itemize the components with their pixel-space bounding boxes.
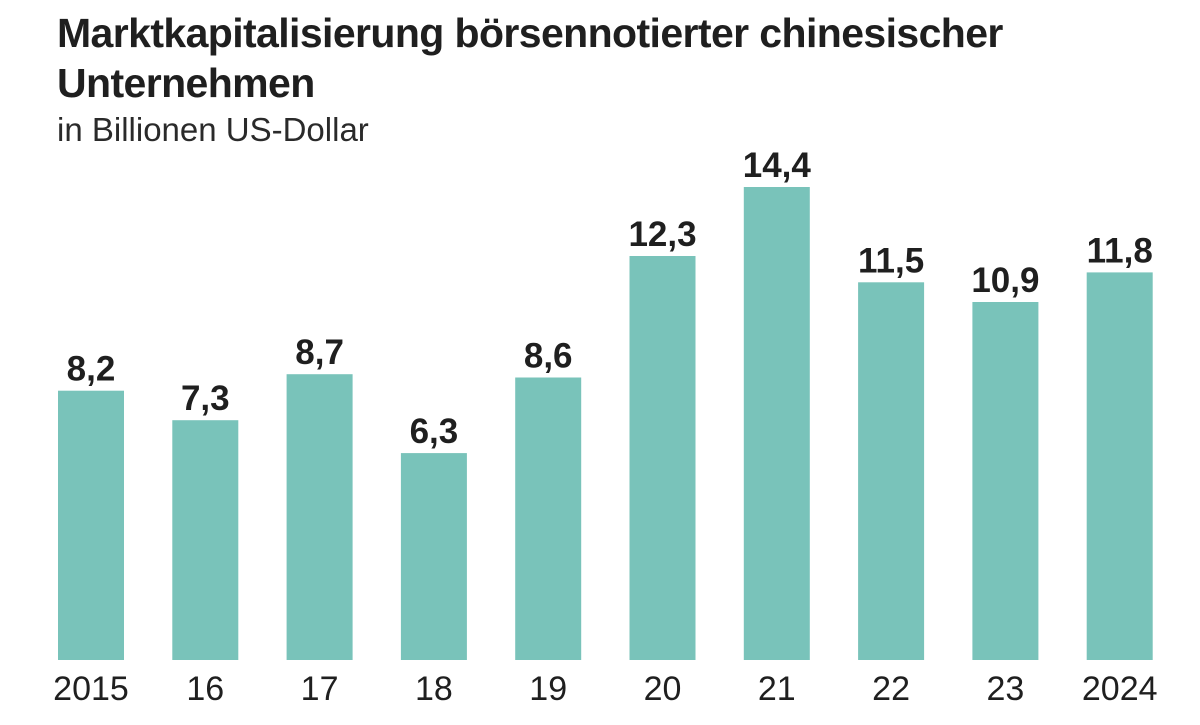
bar-value-label-22: 11,5 <box>858 241 924 280</box>
bar-value-label-2024: 11,8 <box>1087 231 1153 270</box>
bar-23 <box>972 302 1039 660</box>
bar-value-label-21: 14,4 <box>743 146 812 185</box>
chart-title: Marktkapitalisierung börsennotierter chi… <box>57 10 1003 106</box>
bar-2015 <box>58 390 124 660</box>
bar-value-label-20: 12,3 <box>628 215 696 254</box>
bars-layer <box>58 187 1153 660</box>
x-tick-label-23: 23 <box>986 670 1024 708</box>
bar-21 <box>743 187 810 660</box>
bar-value-label-17: 8,7 <box>295 333 344 372</box>
bar-value-label-18: 6,3 <box>410 412 459 451</box>
bar-22 <box>858 282 925 660</box>
value-labels-layer: 8,2 7,3 8,7 6,3 8,6 12,3 14,4 11,5 10,9 11,8 <box>67 146 1153 451</box>
x-tick-label-18: 18 <box>415 670 453 708</box>
x-tick-label-21: 21 <box>758 670 796 708</box>
bar-2024 <box>1086 272 1153 660</box>
bar-value-label-23: 10,9 <box>971 261 1039 300</box>
bar-17 <box>286 374 353 660</box>
x-tick-label-22: 22 <box>872 670 910 708</box>
x-tick-label-2015: 2015 <box>53 670 129 708</box>
x-tick-label-2024: 2024 <box>1082 670 1158 708</box>
x-tick-label-20: 20 <box>644 670 682 708</box>
bar-18 <box>400 453 467 660</box>
bar-16 <box>172 420 239 660</box>
chart-subtitle: in Billionen US-Dollar <box>57 111 369 148</box>
x-tick-label-19: 19 <box>529 670 567 708</box>
x-tick-label-17: 17 <box>301 670 339 708</box>
bar-value-label-2015: 8,2 <box>67 350 116 389</box>
bar-20 <box>629 256 696 660</box>
bar-value-label-16: 7,3 <box>181 379 230 418</box>
x-axis-tick-labels: 2015 16 17 18 19 20 21 22 23 2024 <box>53 670 1157 708</box>
bar-value-label-19: 8,6 <box>524 337 573 376</box>
bar-19 <box>515 377 582 660</box>
x-tick-label-16: 16 <box>186 670 224 708</box>
